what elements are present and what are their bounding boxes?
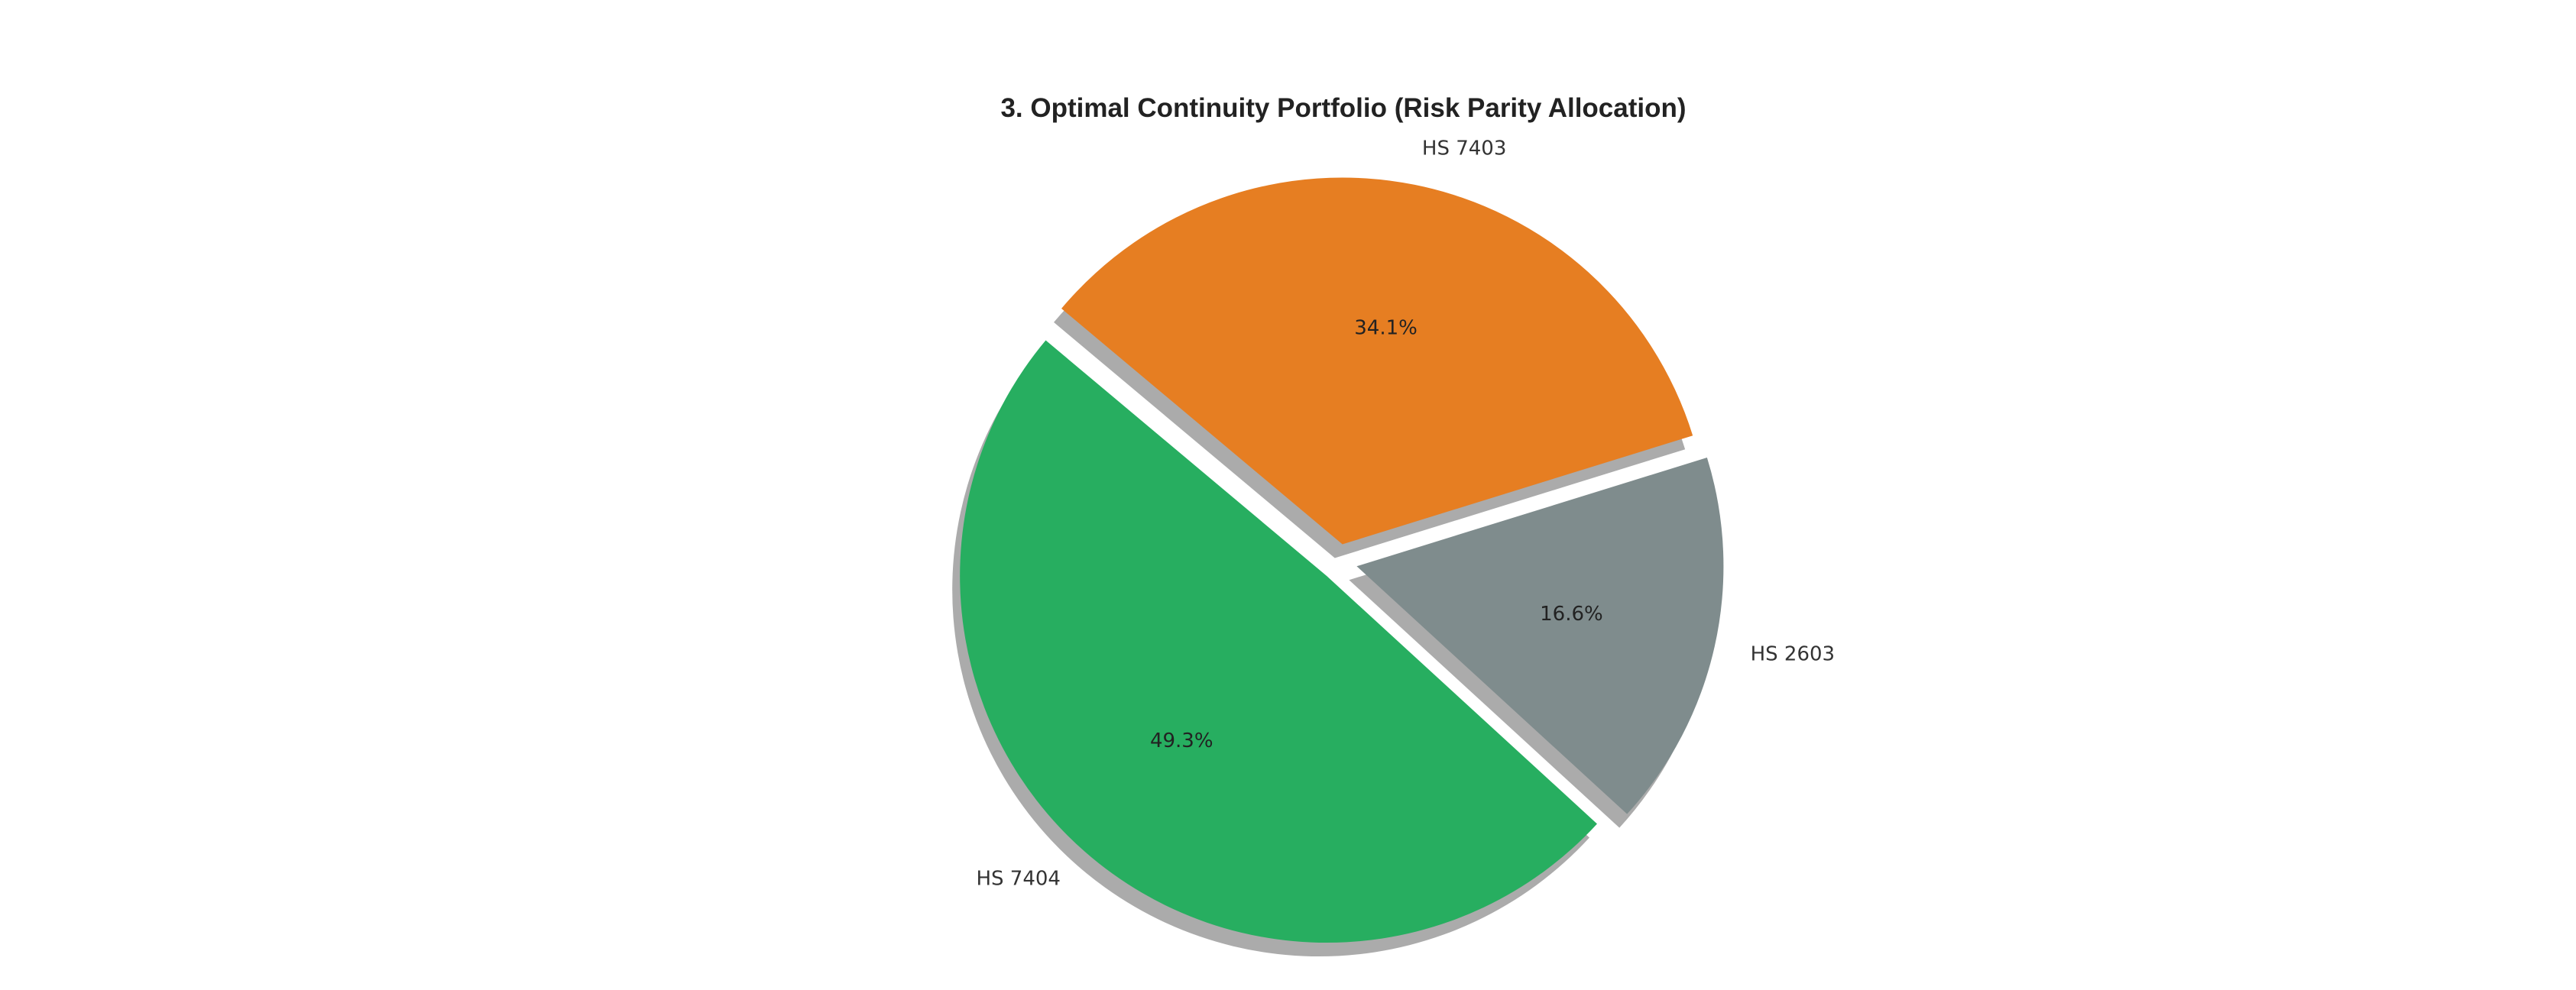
pie-slices [960,177,1724,943]
pct-label-hs-7404: 49.3% [1150,730,1213,752]
slice-label-hs-7403: HS 7403 [1422,137,1507,160]
pct-label-hs-7403: 34.1% [1354,317,1418,340]
pie-slice-hs-2603 [1356,457,1724,814]
slice-label-hs-2603: HS 2603 [1751,642,1836,665]
pct-label-hs-2603: 16.6% [1540,603,1603,626]
pie-slice-hs-7404 [960,340,1597,943]
pie-slice-hs-7403 [1061,177,1693,545]
chart-title: 3. Optimal Continuity Portfolio (Risk Pa… [1000,93,1686,123]
slice-label-hs-7404: HS 7404 [976,867,1061,890]
slice-labels: 49.3% HS 7404 16.6% HS 2603 34.1% HS 7403 [976,137,1835,890]
